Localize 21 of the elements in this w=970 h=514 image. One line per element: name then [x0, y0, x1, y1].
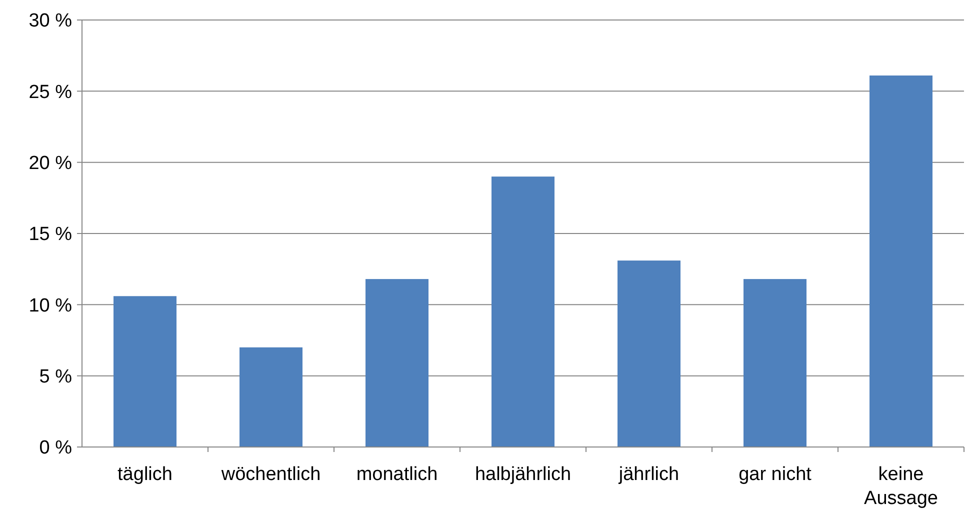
- y-tick-label: 20 %: [28, 152, 72, 174]
- y-tick-label: 0 %: [39, 438, 72, 459]
- x-tick-label: monatlich: [356, 464, 438, 485]
- bar: [366, 279, 428, 447]
- x-tick-label: keine Aussage: [864, 464, 938, 509]
- bar: [870, 76, 932, 447]
- x-tick-label: gar nicht: [738, 464, 812, 485]
- bar: [744, 279, 806, 447]
- x-tick-label: wöchentlich: [220, 464, 321, 485]
- y-tick-label: 10 %: [28, 295, 72, 316]
- bar: [240, 347, 302, 447]
- bar: [492, 176, 554, 447]
- y-tick-label: 5 %: [39, 366, 72, 388]
- x-tick-label: täglich: [118, 464, 172, 485]
- y-tick-label: 30 %: [28, 10, 72, 32]
- y-tick-label: 25 %: [28, 82, 72, 103]
- x-tick-label: halbjährlich: [474, 464, 572, 485]
- bar: [618, 260, 680, 447]
- y-tick-label: 15 %: [28, 224, 72, 246]
- bar: [114, 296, 176, 447]
- x-tick-label: jährlich: [618, 464, 680, 485]
